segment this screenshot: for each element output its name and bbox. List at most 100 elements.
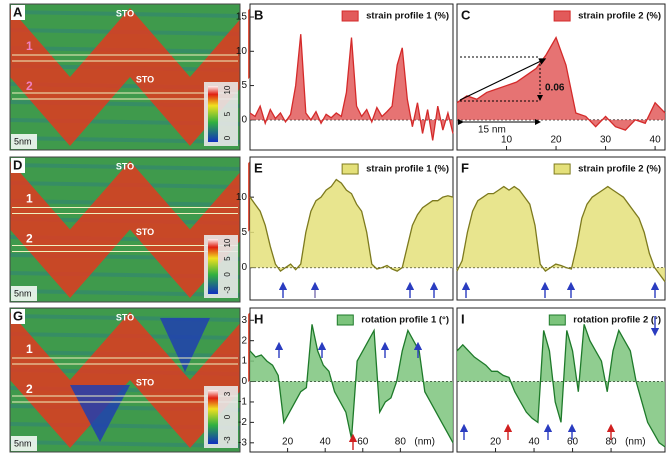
y-tick-label: -2 (238, 417, 247, 428)
colorbar-tick-label: 10 (223, 85, 232, 94)
panel-label: I (461, 311, 465, 326)
legend-swatch (341, 163, 359, 175)
panel-label: C (461, 7, 471, 22)
colorbar-tick-label: 0 (223, 135, 232, 140)
image-panel: A STO STO 1 2 5nm 10 5 0 (0, 1, 370, 153)
domain (0, 8, 70, 77)
legend-label: strain profile 1 (%) (366, 164, 449, 175)
colorbar (208, 239, 218, 294)
area-fill (250, 34, 453, 141)
colorbar-tick-label: 0 (223, 414, 232, 419)
profile-marker: 1 (26, 39, 33, 53)
annotation: 15 nm (478, 125, 506, 136)
panel-label: H (254, 311, 263, 326)
profile-line (456, 185, 666, 283)
y-tick-label: 0 (241, 376, 247, 387)
domain (0, 312, 70, 380)
x-tick-label: 20 (490, 437, 502, 448)
profile-line (249, 178, 454, 273)
legend-swatch (336, 314, 354, 326)
legend-swatch (341, 10, 359, 22)
texture (9, 440, 241, 448)
profile-marker: 2 (26, 382, 33, 396)
chart: 0 5 10 strain profile 1 (%) E (236, 156, 454, 301)
frame (9, 3, 241, 151)
y-tick-label: 3 (241, 315, 247, 326)
y-tick-label: 5 (241, 80, 247, 91)
map-clip (240, 154, 248, 305)
x-tick-label: 20 (550, 135, 562, 146)
scale-bar: 5nm (14, 438, 32, 448)
profile-line (456, 36, 666, 131)
scale-bar-box (11, 134, 37, 149)
panel-label: A (13, 4, 23, 19)
y-tick-label: -1 (238, 397, 247, 408)
x-tick-label: 40 (528, 437, 540, 448)
area-fill (457, 37, 665, 131)
domain (70, 312, 190, 380)
y-tick-label: 0 (241, 262, 247, 273)
y-tick-label: 0 (241, 114, 247, 125)
region-label: STO (116, 312, 134, 322)
y-tick-label: 10 (236, 46, 248, 57)
colorbar-tick-label: -3 (223, 286, 232, 294)
legend-label: strain profile 2 (%) (578, 164, 661, 175)
legend-label: rotation profile 2 (°) (573, 315, 661, 326)
domain-blue (160, 318, 210, 372)
colorbar-tick-label: 5 (223, 256, 232, 261)
domain-blue (70, 385, 130, 442)
slope-arrow (459, 58, 547, 101)
x-tick-label: 60 (357, 437, 369, 448)
panel-label: G (13, 308, 23, 323)
x-axis-label: (nm) (414, 437, 435, 448)
x-tick-label: 30 (600, 135, 612, 146)
panel-label: F (461, 160, 469, 175)
panel-label: E (254, 160, 263, 175)
legend-label: rotation profile 1 (°) (361, 315, 449, 326)
colorbar (208, 86, 218, 142)
map-clip (0, 154, 10, 305)
profile-marker: 1 (26, 192, 33, 206)
label-box (11, 5, 25, 20)
scale-bar: 5nm (14, 136, 32, 146)
y-tick-label: 2 (241, 335, 247, 346)
map-clip (0, 1, 10, 153)
label-box (11, 309, 25, 324)
map-clip (240, 305, 248, 455)
area-fill (457, 186, 665, 282)
map-clip (0, 305, 10, 455)
domain (70, 8, 190, 77)
region-label: STO (136, 377, 154, 387)
colorbar (208, 390, 218, 444)
y-tick-label: 15 (236, 12, 248, 23)
y-tick-label: 5 (241, 227, 247, 238)
y-tick-label: -3 (238, 437, 247, 448)
chart: -3 -2 -1 0 1 2 3 20 40 60 80 (nm) rotation profile 1… (238, 307, 454, 453)
region-label: STO (136, 74, 154, 84)
x-tick-label: 40 (320, 437, 332, 448)
annotation-layer: 0.06 15 nm (274, 56, 660, 450)
label-box (11, 158, 25, 173)
colorbar-tick-label: 5 (223, 111, 232, 116)
profile-line (456, 324, 666, 448)
scale-bar: 5nm (14, 288, 32, 298)
legend-swatch (553, 10, 571, 22)
domain (10, 77, 130, 146)
chart: 0 5 10 15 strain profile 1 (%) B (236, 3, 454, 151)
colorbar-tick-label: 0 (223, 272, 232, 277)
x-tick-label: 80 (606, 437, 618, 448)
frame (9, 307, 241, 453)
region-label: STO (136, 227, 154, 237)
legend-swatch (553, 163, 571, 175)
arrows (274, 281, 660, 450)
profile-marker: 2 (26, 79, 33, 93)
chart: 10 20 30 40 strain profile 2 (%) C (456, 3, 666, 151)
region-label: STO (116, 8, 134, 18)
x-axis-label: (nm) (625, 437, 646, 448)
texture (9, 289, 241, 297)
scale-bar-box (11, 436, 37, 451)
colorbar-tick-label: -3 (223, 436, 232, 444)
